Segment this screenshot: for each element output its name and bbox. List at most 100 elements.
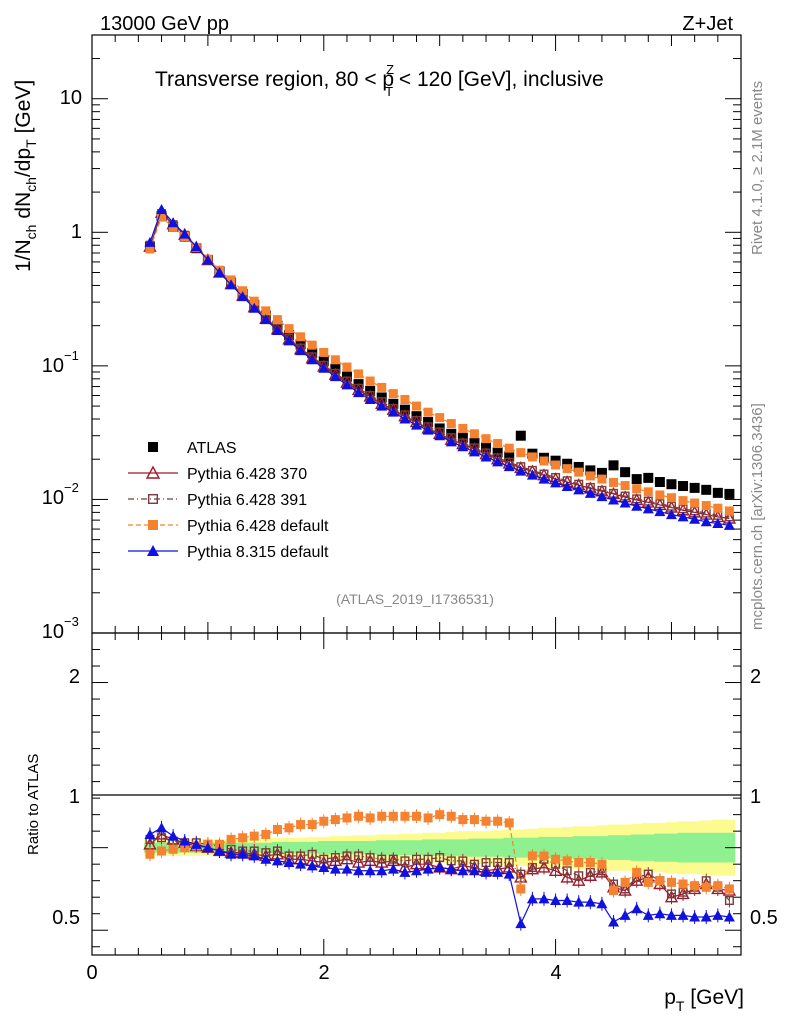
data-point bbox=[190, 241, 202, 252]
ratio-point bbox=[156, 822, 168, 833]
ratio-point bbox=[272, 825, 282, 835]
data-point bbox=[654, 477, 665, 488]
data-point bbox=[609, 477, 619, 487]
ratio-point bbox=[643, 877, 653, 887]
ytick-10: 10 bbox=[60, 87, 82, 109]
ratio-series-pythia-6-428-default bbox=[145, 807, 734, 898]
process-label: Z+Jet bbox=[682, 13, 733, 35]
data-point bbox=[388, 389, 398, 399]
title-sup: Z bbox=[386, 62, 394, 77]
data-point bbox=[724, 506, 734, 516]
ratio-point bbox=[515, 918, 527, 929]
ratio-point bbox=[583, 868, 598, 881]
ratio-point bbox=[560, 870, 574, 883]
ratio-point bbox=[655, 876, 665, 886]
ratio-point bbox=[168, 844, 178, 854]
ylabel-g: [GeV] bbox=[12, 80, 35, 140]
data-point bbox=[493, 439, 503, 449]
data-point bbox=[156, 204, 168, 215]
ratio-point bbox=[712, 909, 724, 920]
data-point bbox=[364, 393, 376, 404]
ratio-point bbox=[527, 862, 537, 872]
rivet-label: Rivet 4.1.0, ≥ 2.1M events bbox=[749, 81, 766, 255]
ratio-point bbox=[400, 811, 410, 821]
ratio-point bbox=[202, 842, 214, 853]
ratio-point bbox=[226, 834, 236, 844]
data-point bbox=[342, 362, 352, 372]
data-point bbox=[168, 222, 178, 232]
ratio-point bbox=[342, 813, 352, 823]
data-point bbox=[296, 332, 306, 342]
data-point bbox=[515, 465, 527, 476]
ratio-point bbox=[330, 815, 340, 825]
ratio-point bbox=[713, 881, 723, 891]
data-point bbox=[665, 509, 677, 520]
data-point bbox=[318, 362, 330, 373]
data-point bbox=[574, 467, 584, 477]
main-ticks bbox=[91, 34, 742, 634]
ratio-point bbox=[179, 835, 191, 846]
legend-item: Pythia 6.428 370 bbox=[128, 465, 307, 483]
main-ylabel: 1/Nch dNch/dpT [GeV] bbox=[12, 80, 39, 272]
ratio-point bbox=[630, 873, 644, 886]
legend-label: Pythia 8.315 default bbox=[187, 544, 329, 561]
ratio-point bbox=[631, 903, 643, 914]
ratio-point bbox=[457, 865, 469, 876]
data-point bbox=[249, 296, 259, 306]
data-point bbox=[701, 501, 711, 511]
data-point bbox=[260, 314, 272, 325]
data-point bbox=[272, 315, 282, 325]
ratio-point bbox=[341, 863, 353, 874]
data-point bbox=[354, 369, 364, 379]
data-point bbox=[423, 407, 433, 417]
data-point bbox=[400, 394, 410, 404]
data-point bbox=[271, 324, 283, 335]
ylabel-e: /dp bbox=[12, 148, 35, 177]
ratio-point bbox=[573, 896, 585, 907]
ratio-point bbox=[225, 848, 237, 859]
ratio-point bbox=[666, 877, 676, 887]
ratio-point bbox=[632, 867, 642, 877]
data-point bbox=[632, 484, 642, 494]
ratio-point bbox=[701, 882, 711, 892]
ytick-0.001-base: 10 bbox=[42, 621, 64, 643]
ratio-point bbox=[550, 895, 562, 906]
ratio-point bbox=[642, 909, 654, 920]
data-point bbox=[654, 506, 666, 517]
ratio-point bbox=[538, 893, 550, 904]
ratio-point bbox=[700, 911, 712, 922]
ratio-point bbox=[446, 811, 456, 821]
data-point bbox=[620, 467, 631, 478]
data-point bbox=[551, 460, 561, 470]
data-point bbox=[157, 212, 167, 222]
main-series bbox=[143, 204, 737, 530]
ratio-point bbox=[678, 879, 688, 889]
data-point bbox=[631, 474, 642, 485]
data-point bbox=[458, 423, 468, 433]
data-point bbox=[550, 477, 562, 488]
data-point bbox=[538, 473, 550, 484]
legend-item: Pythia 6.428 default bbox=[128, 518, 329, 535]
data-point bbox=[678, 481, 689, 492]
ratio-point bbox=[562, 856, 572, 866]
data-point bbox=[469, 429, 479, 439]
ratio-point bbox=[354, 811, 364, 821]
ratio-point bbox=[399, 866, 411, 877]
ytick-0.001-exp: −3 bbox=[64, 614, 79, 629]
legend-label: Pythia 6.428 default bbox=[187, 518, 329, 535]
ratio-point bbox=[434, 861, 446, 872]
main-title: Transverse region, 80 < pZ T < 120 [GeV],… bbox=[155, 62, 604, 99]
ytick-0.1: 10 −1 bbox=[42, 348, 79, 377]
ratio-point bbox=[724, 896, 734, 906]
ytick-0.1-base: 10 bbox=[42, 355, 64, 377]
data-point bbox=[238, 286, 248, 296]
ratio-ytick-0.5-right: 0.5 bbox=[750, 907, 778, 929]
legend-label: Pythia 6.428 391 bbox=[187, 492, 307, 509]
ratio-point bbox=[353, 865, 365, 876]
ytick-0.01-base: 10 bbox=[42, 487, 64, 509]
ratio-point bbox=[503, 868, 515, 879]
ratio-point bbox=[481, 816, 491, 826]
ratio-point bbox=[514, 870, 528, 883]
ylabel-a: 1/N bbox=[12, 239, 35, 272]
ratio-point bbox=[445, 863, 457, 874]
